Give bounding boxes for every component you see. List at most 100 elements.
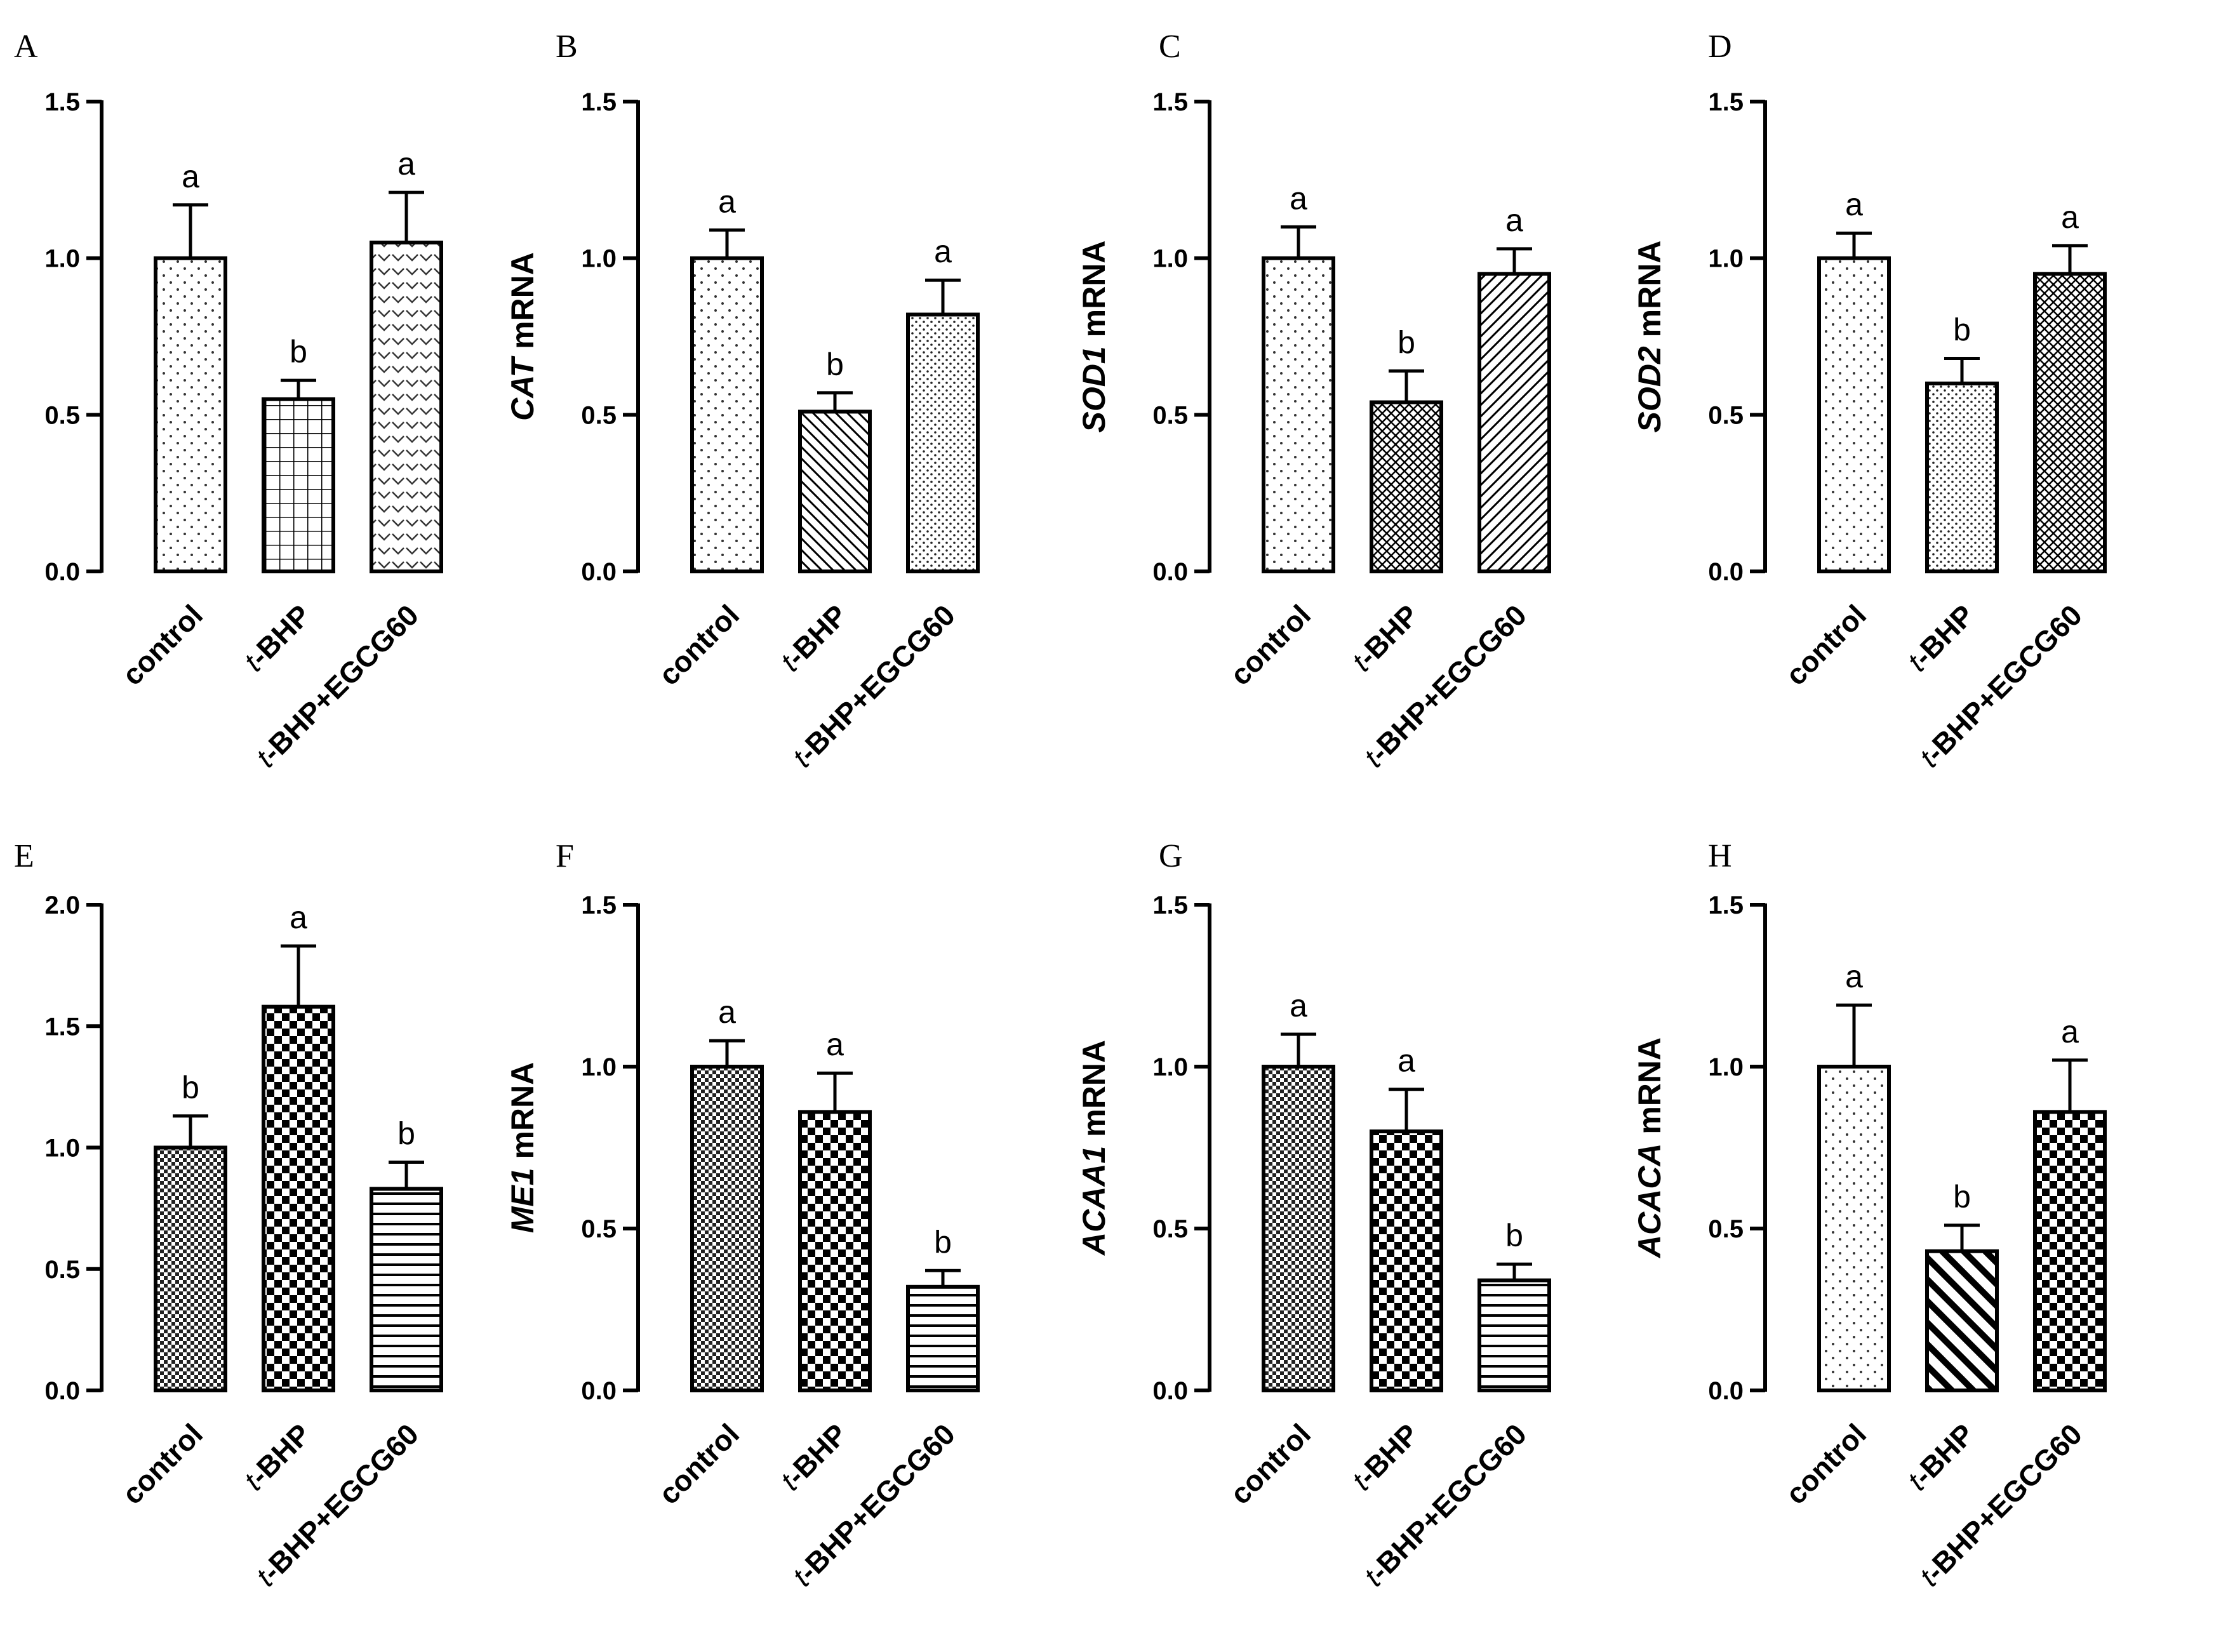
error-bar [173, 203, 208, 258]
chart-panel-g: G0.00.51.01.5acontrolat-BHPbt-BHP+EGCG60… [1076, 838, 1551, 1593]
significance-letter: b [826, 347, 844, 382]
significance-letter: a [290, 900, 307, 935]
y-tick-label: 1.0 [1152, 245, 1188, 273]
x-category-label: control [116, 1417, 209, 1510]
bar [1370, 400, 1443, 573]
x-category-label: t-BHP [774, 1417, 853, 1496]
significance-letter: b [1398, 324, 1415, 360]
y-axis-label: ME1 mRNA [505, 1062, 540, 1234]
x-category-label: t-BHP [1901, 598, 1980, 677]
y-tick-label: 1.5 [44, 1013, 80, 1041]
significance-letter: b [1953, 312, 1971, 348]
bar [1817, 1065, 1891, 1392]
error-bar [2052, 244, 2088, 274]
y-tick-label: 1.5 [1708, 891, 1744, 919]
error-bar [281, 378, 316, 399]
bar [1370, 1129, 1443, 1392]
bar [798, 1110, 872, 1393]
bar [262, 397, 335, 574]
y-tick-label: 0.5 [1152, 401, 1188, 429]
y-tick-label: 0.5 [44, 401, 80, 429]
y-tick-label: 2.0 [44, 891, 80, 919]
significance-letter: a [2061, 199, 2079, 235]
error-bar [709, 228, 745, 258]
significance-letter: a [1845, 187, 1863, 222]
y-tick-label: 1.5 [581, 891, 617, 919]
error-bar [925, 278, 961, 315]
y-tick-label: 1.0 [44, 245, 80, 273]
y-tick-label: 0.5 [1152, 1215, 1188, 1243]
bar [370, 1187, 443, 1393]
y-tick-label: 0.0 [581, 1377, 617, 1405]
chart-panel-b: B0.00.51.01.5acontrolbt-BHPat-BHP+EGCG60… [505, 29, 980, 774]
x-category-label: control [652, 598, 745, 691]
x-category-label: control [652, 1417, 745, 1510]
panel-letter: G [1159, 838, 1183, 874]
bar [154, 1145, 227, 1392]
significance-letter: a [1398, 1043, 1415, 1079]
y-axis-label: SOD1 mRNA [1076, 241, 1112, 433]
y-tick-label: 0.0 [1152, 558, 1188, 586]
error-bar [925, 1269, 961, 1287]
x-category-label: t-BHP [237, 598, 317, 677]
y-tick-label: 1.0 [1152, 1053, 1188, 1081]
y-tick-label: 0.0 [44, 1377, 80, 1405]
y-tick-label: 1.5 [44, 88, 80, 116]
significance-letter: b [182, 1070, 199, 1105]
bar [370, 241, 443, 573]
significance-letter: a [826, 1027, 844, 1062]
x-category-label: t-BHP [1345, 1417, 1425, 1496]
y-tick-label: 1.5 [1152, 88, 1188, 116]
panel-letter: A [14, 29, 38, 65]
bar [2033, 272, 2107, 573]
chart-panel-h: H0.00.51.01.5acontrolbt-BHPat-BHP+EGCG60… [1632, 838, 2107, 1593]
bar [2033, 1110, 2107, 1393]
error-bar [1944, 357, 1980, 383]
error-bar [1944, 1223, 1980, 1251]
bar [1262, 1065, 1335, 1392]
x-category-label: t-BHP [1901, 1417, 1980, 1496]
y-tick-label: 1.0 [581, 245, 617, 273]
y-tick-label: 0.5 [44, 1256, 80, 1284]
x-category-label: control [1224, 598, 1317, 691]
significance-letter: a [182, 159, 199, 194]
y-tick-label: 1.0 [44, 1135, 80, 1162]
significance-letter: a [2061, 1014, 2079, 1049]
y-tick-label: 1.5 [1708, 88, 1744, 116]
bar [690, 256, 764, 573]
error-bar [1836, 231, 1872, 258]
y-tick-label: 0.0 [44, 558, 80, 586]
significance-letter: b [1953, 1179, 1971, 1215]
significance-letter: a [397, 146, 415, 182]
y-tick-label: 1.0 [581, 1053, 617, 1081]
significance-letter: a [1290, 988, 1307, 1023]
error-bar [2052, 1058, 2088, 1112]
panel-letter: F [556, 838, 574, 874]
significance-letter: a [718, 183, 736, 219]
bar [1478, 272, 1551, 573]
error-bar [1836, 1003, 1872, 1067]
bar [690, 1065, 764, 1392]
bar [262, 1004, 335, 1392]
error-bar [389, 1160, 424, 1189]
y-tick-label: 0.5 [581, 1215, 617, 1243]
significance-letter: b [934, 1224, 952, 1260]
significance-letter: b [290, 334, 307, 370]
x-category-label: t-BHP [237, 1417, 317, 1496]
y-tick-label: 0.0 [581, 558, 617, 586]
x-category-label: control [1779, 1417, 1872, 1510]
panel-letter: C [1159, 29, 1181, 65]
y-tick-label: 0.0 [1708, 1377, 1744, 1405]
significance-letter: a [1505, 203, 1523, 238]
x-category-label: control [116, 598, 209, 691]
y-tick-label: 0.5 [1708, 401, 1744, 429]
error-bar [173, 1114, 208, 1148]
error-bar [389, 190, 424, 243]
y-axis-label: Nrf2 mRNA [0, 252, 4, 422]
chart-panel-c: C0.00.51.01.5acontrolbt-BHPat-BHP+EGCG60… [1076, 29, 1551, 774]
error-bar [709, 1039, 745, 1067]
significance-letter: b [1505, 1218, 1523, 1253]
y-axis-label: SOD2 mRNA [1632, 241, 1667, 433]
bar [1925, 1249, 1999, 1392]
